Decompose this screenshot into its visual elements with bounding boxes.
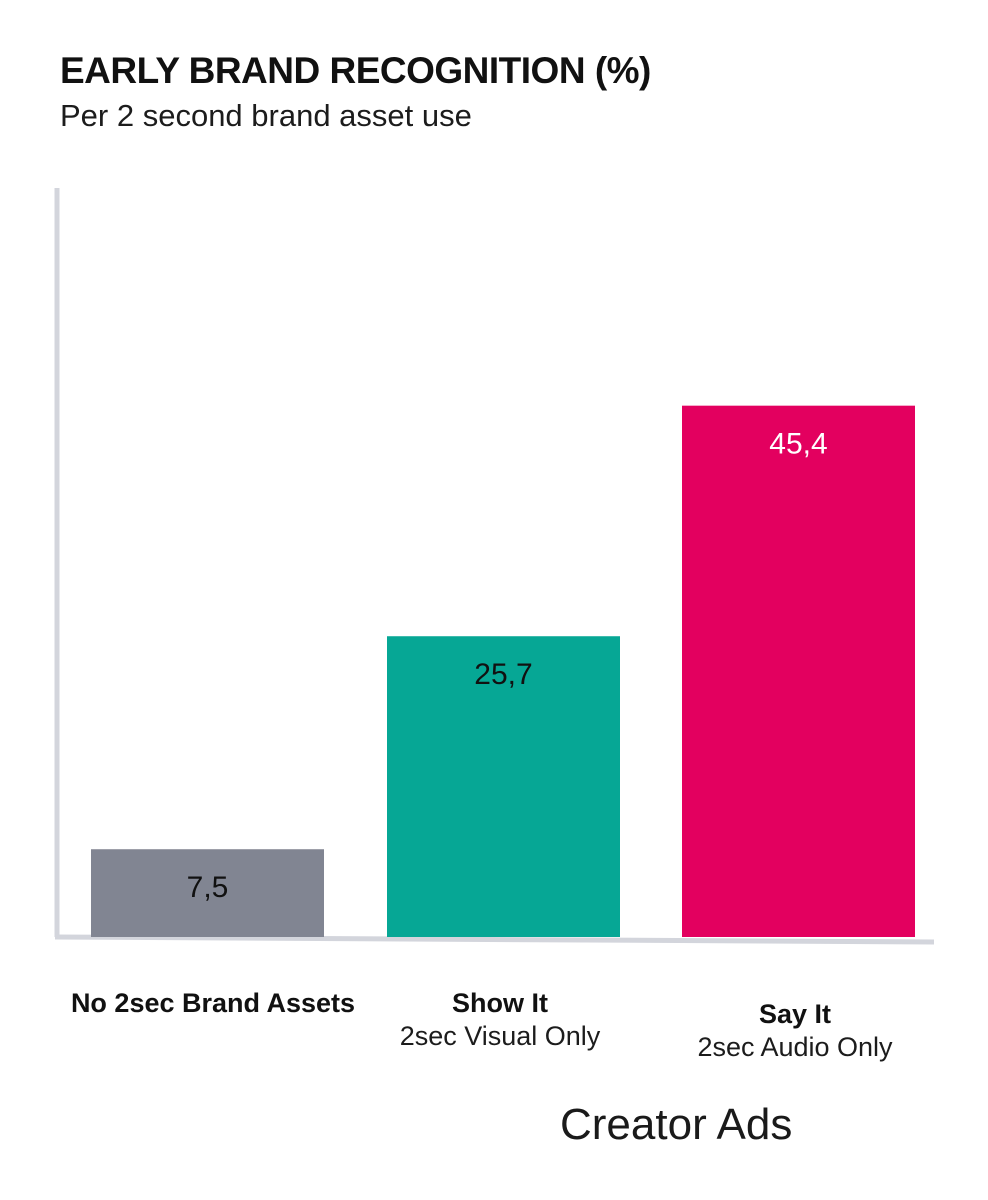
bar-no-brand-assets [91, 849, 324, 937]
value-label-no-brand-assets: 7,5 [187, 871, 229, 904]
bar-say-it [682, 405, 915, 938]
footer-label: Creator Ads [560, 1100, 793, 1149]
category-label-no-brand-assets: No 2sec Brand Assets [63, 987, 363, 1020]
category-name: Say It [758, 999, 832, 1029]
bar-group [91, 405, 915, 938]
category-sublabel: 2sec Visual Only [399, 1021, 601, 1051]
category-name: No 2sec Brand Assets [70, 988, 356, 1018]
value-label-group: 7,5 25,7 45,4 [187, 428, 828, 905]
value-label-say-it: 45,4 [769, 428, 827, 461]
category-label-show-it: Show It 2sec Visual Only [350, 987, 650, 1053]
category-sublabel: 2sec Audio Only [697, 1032, 893, 1062]
bar-show-it [387, 636, 620, 937]
x-axis-line [54, 934, 935, 945]
chart-title: EARLY BRAND RECOGNITION (%) [60, 50, 651, 91]
category-label-say-it: Say It 2sec Audio Only [645, 998, 945, 1064]
category-name: Show It [452, 988, 548, 1018]
value-label-show-it: 25,7 [474, 658, 532, 691]
chart-subtitle: Per 2 second brand asset use [60, 98, 472, 133]
